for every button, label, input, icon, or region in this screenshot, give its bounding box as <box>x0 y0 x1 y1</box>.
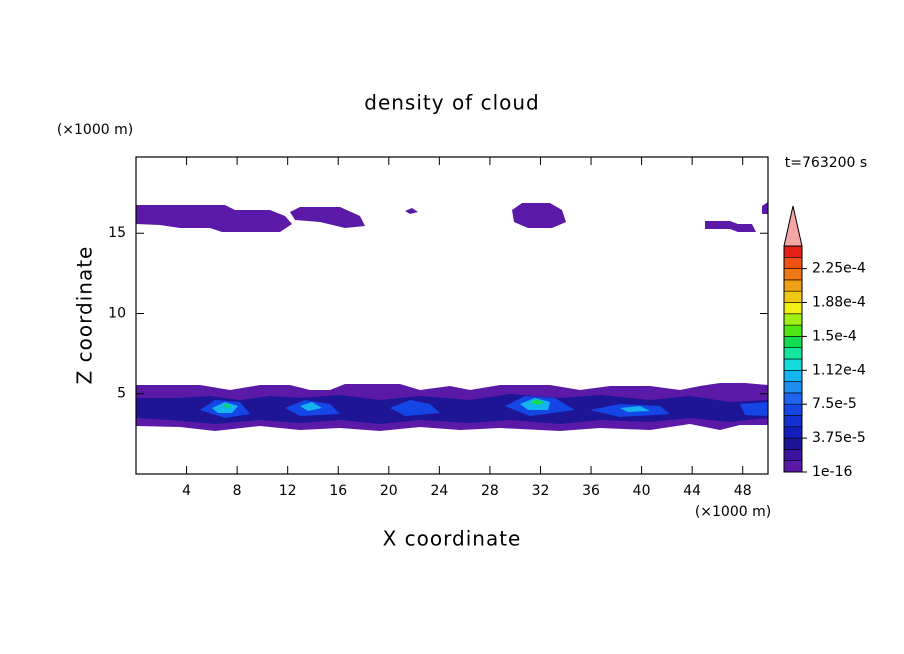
colorbar-band <box>783 415 803 428</box>
x-tick-label: 28 <box>481 483 499 499</box>
colorbar-band <box>783 347 803 360</box>
colorbar-band <box>783 381 803 394</box>
x-tick-label: 16 <box>329 483 347 499</box>
x-tick-label: 48 <box>734 483 752 499</box>
time-annotation: t=763200 s <box>785 155 867 171</box>
colorbar-band <box>783 279 803 292</box>
x-tick-label: 32 <box>532 483 550 499</box>
colorbar-tick-label: 3.75e-5 <box>812 430 866 446</box>
colorbar-band <box>783 426 803 439</box>
x-tick-label: 8 <box>233 483 242 499</box>
colorbar-tick-label: 1e-16 <box>812 464 852 480</box>
colorbar-tick-label: 2.25e-4 <box>812 261 866 277</box>
colorbar-band <box>783 358 803 371</box>
colorbar-band <box>783 290 803 303</box>
cloud-lower-inner <box>136 394 768 424</box>
colorbar-band <box>783 437 803 450</box>
colorbar-band <box>783 449 803 461</box>
contour-field <box>136 202 768 431</box>
colorbar-band <box>783 336 803 348</box>
x-axis-label: X coordinate <box>383 527 522 551</box>
colorbar-band <box>783 324 803 337</box>
x-tick-label: 12 <box>279 483 297 499</box>
x-tick-label: 20 <box>380 483 398 499</box>
x-tick-label: 24 <box>430 483 448 499</box>
chart-title: density of cloud <box>364 91 539 115</box>
colorbar-band <box>783 460 803 473</box>
colorbar-frame <box>783 245 803 473</box>
plot-frame <box>135 156 769 475</box>
x-tick-label: 4 <box>182 483 191 499</box>
y-tick-label: 15 <box>108 225 126 241</box>
colorbar-band <box>783 392 803 405</box>
x-tick-label: 36 <box>582 483 600 499</box>
colorbar-extend <box>783 205 803 247</box>
cloud-upper <box>136 202 768 232</box>
colorbar-band <box>783 268 803 281</box>
colorbar-tick-label: 1.5e-4 <box>812 328 857 344</box>
y-axis-label: Z coordinate <box>73 246 97 385</box>
x-unit: (×1000 m) <box>695 504 771 520</box>
colorbar-band <box>783 256 803 269</box>
y-unit: (×1000 m) <box>57 122 133 138</box>
x-tick-label: 40 <box>633 483 651 499</box>
colorbar-band <box>783 313 803 326</box>
colorbar-band <box>783 403 803 416</box>
x-tick-label: 44 <box>683 483 701 499</box>
colorbar-tick-label: 1.12e-4 <box>812 362 866 378</box>
y-tick-label: 5 <box>117 386 126 402</box>
y-tick-label: 10 <box>108 305 126 321</box>
colorbar-band <box>783 369 803 382</box>
colorbar-band <box>783 245 803 258</box>
colorbar-tick-label: 1.88e-4 <box>812 295 866 311</box>
colorbar-band <box>783 302 803 315</box>
colorbar-tick-label: 7.5e-5 <box>812 396 857 412</box>
cloud-lower-core <box>200 396 768 418</box>
